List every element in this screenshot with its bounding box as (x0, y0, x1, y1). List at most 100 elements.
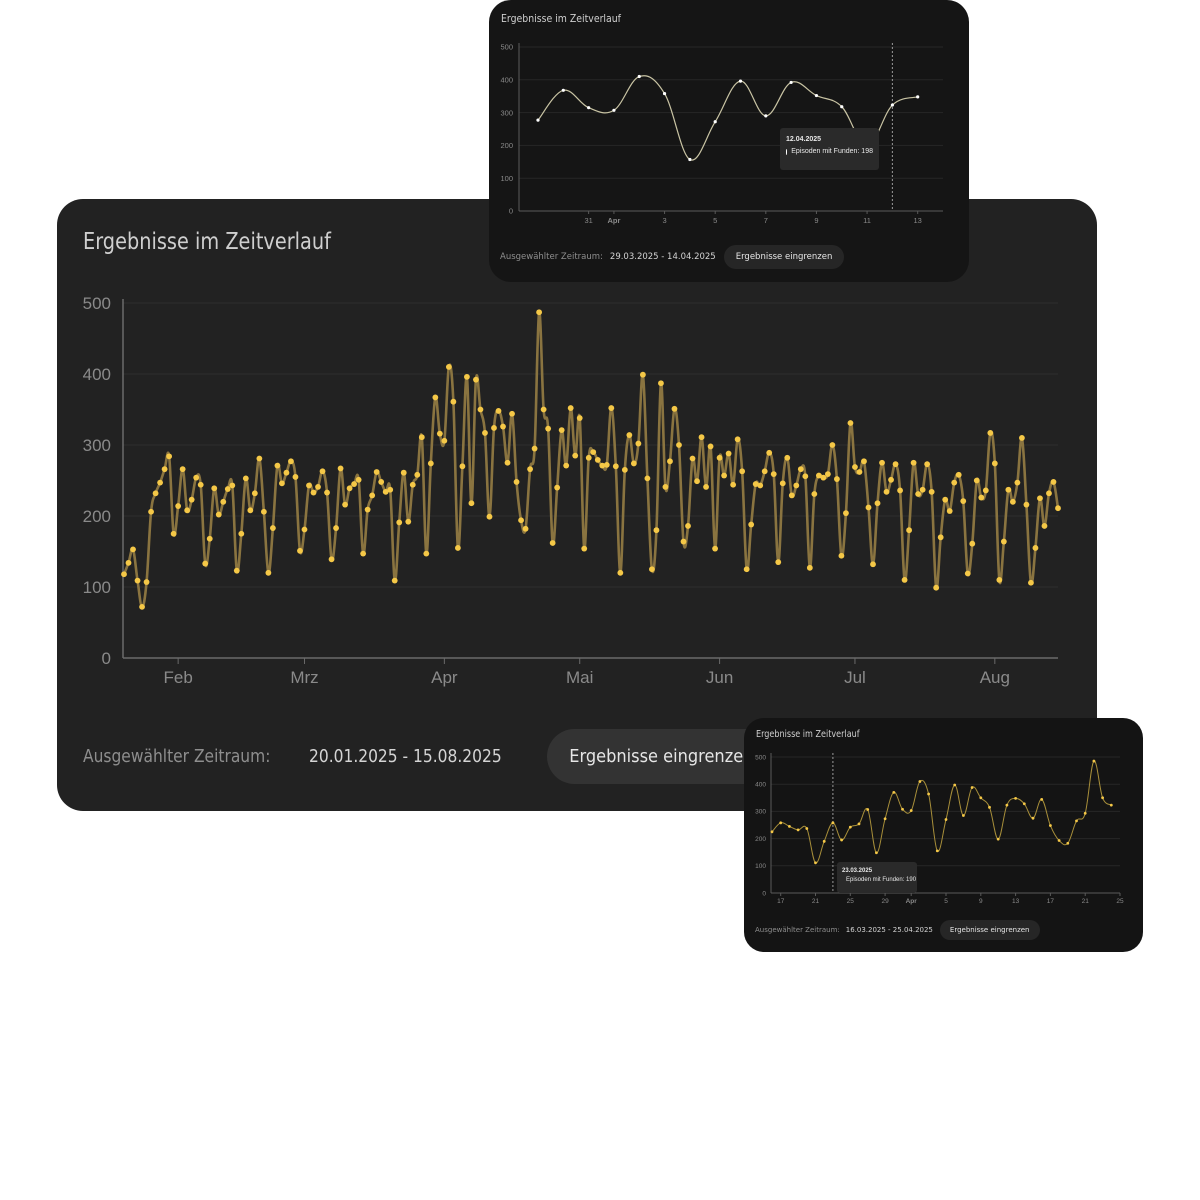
data-point (770, 471, 777, 478)
data-point (824, 471, 831, 478)
data-point (815, 472, 822, 479)
range-footer: Ausgewählter Zeitraum: 20.01.2025 - 15.0… (83, 729, 776, 784)
data-point (315, 483, 321, 490)
zoomed-chart-card-april: Ergebnisse im Zeitverlauf 0 100 200 300 400 5… (489, 0, 969, 282)
zoomed-line-chart[interactable]: 0 100 200 300 400 500 31 Apr 3 5 7 9 11 13 (489, 0, 969, 240)
refine-results-button[interactable]: Ergebnisse eingrenzen (939, 920, 1040, 940)
data-point (901, 807, 904, 811)
data-point (482, 430, 488, 436)
data-point (721, 472, 728, 479)
data-point (703, 483, 709, 490)
data-point (793, 482, 800, 489)
data-point (188, 496, 195, 503)
data-point (814, 861, 817, 865)
range-value: 16.03.2025 - 25.04.2025 (845, 926, 933, 934)
data-point (847, 420, 854, 426)
data-point (391, 577, 398, 584)
data-point (274, 462, 281, 469)
data-point (916, 95, 920, 99)
data-point (906, 527, 913, 534)
data-point (346, 485, 353, 492)
data-point (563, 462, 570, 469)
data-point (834, 476, 840, 482)
data-point (594, 457, 601, 463)
data-point (351, 481, 358, 487)
data-point (224, 486, 231, 492)
x-tick-label: 17 (777, 898, 785, 905)
data-point (942, 496, 949, 503)
data-point (297, 547, 303, 554)
zoomed-line-chart[interactable]: 0 100 200 300 400 500 17 21 25 29 Apr 5 9 13 17 21 25 (744, 718, 1143, 918)
data-point (256, 455, 263, 462)
data-point (856, 469, 863, 475)
data-point (946, 508, 953, 514)
main-line-chart[interactable]: 0 100 200 300 400 500 Feb Mrz Apr Mai Jun Jul Aug (57, 199, 1097, 719)
data-point (840, 838, 843, 842)
data-point (527, 466, 533, 473)
data-point (134, 577, 141, 584)
data-point (229, 482, 236, 489)
data-point (288, 458, 294, 465)
data-point (378, 479, 385, 485)
data-point (937, 534, 944, 541)
data-point (915, 491, 922, 497)
data-point (1005, 803, 1009, 807)
data-point (233, 567, 240, 574)
data-point (644, 475, 651, 482)
x-tick-label: Apr (906, 898, 918, 905)
x-tick-label: 21 (812, 898, 820, 905)
data-point (531, 445, 538, 452)
data-point (888, 476, 894, 483)
data-point (211, 485, 218, 492)
data-point (698, 434, 705, 441)
data-point (725, 450, 732, 457)
data-point (567, 405, 574, 411)
data-point (576, 415, 583, 421)
data-point (928, 488, 935, 495)
data-point (748, 521, 755, 528)
data-point (861, 458, 867, 465)
x-tick-label: 25 (1116, 898, 1124, 905)
tooltip-date: 12.04.2025 (786, 136, 822, 143)
data-point (685, 523, 691, 529)
range-label: Ausgewählter Zeitraum: (755, 926, 840, 934)
data-point (130, 546, 136, 553)
data-point (919, 486, 926, 493)
data-point (265, 569, 272, 576)
data-point (969, 540, 976, 547)
data-point (761, 468, 768, 475)
data-point (215, 511, 222, 518)
data-point (962, 814, 965, 817)
refine-results-button[interactable]: Ergebnisse eingrenzen (723, 245, 845, 269)
data-point (970, 786, 974, 789)
data-point (405, 518, 412, 525)
data-point (301, 526, 308, 533)
tooltip-value: Episoden mit Funden: 198 (791, 148, 873, 155)
data-point (585, 454, 592, 461)
data-point (649, 566, 655, 573)
data-point (770, 830, 774, 834)
data-point (518, 517, 524, 524)
chart-tooltip: 12.04.2025 Episoden mit Funden: 198 (780, 128, 879, 170)
x-tick-label: 13 (1012, 898, 1020, 905)
data-point (418, 434, 425, 441)
data-point (536, 118, 540, 122)
chart-title: Ergebnisse im Zeitverlauf (83, 229, 331, 255)
data-point (175, 503, 182, 509)
data-point (1040, 798, 1044, 801)
data-point (653, 527, 660, 534)
data-point (477, 406, 484, 413)
data-point (279, 480, 285, 487)
data-point (1014, 796, 1017, 800)
data-point (688, 157, 692, 162)
data-point (955, 471, 962, 478)
x-tick-label: Jul (844, 668, 866, 687)
range-value: 29.03.2025 - 14.04.2025 (609, 252, 716, 262)
x-tick-label: 11 (863, 216, 871, 225)
refine-results-button[interactable]: Ergebnisse eingrenzen (546, 729, 776, 784)
data-point (143, 579, 150, 585)
data-point (764, 114, 768, 118)
x-tick-label: 9 (979, 898, 983, 905)
data-point (1041, 523, 1048, 529)
data-point (1109, 803, 1113, 807)
